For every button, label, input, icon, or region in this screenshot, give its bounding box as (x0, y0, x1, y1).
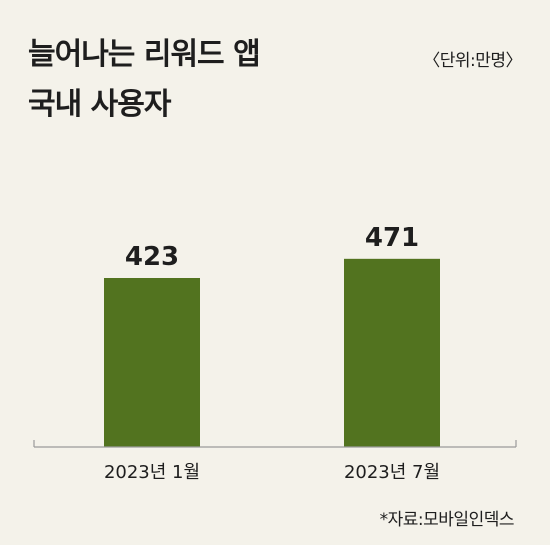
data-label: 471 (365, 223, 419, 253)
chart-title: 늘어나는 리워드 앱 국내 사용자 (28, 30, 261, 130)
chart-title-line2: 국내 사용자 (28, 87, 171, 122)
unit-note: 〈단위:만명〉 (423, 51, 522, 71)
bar (104, 278, 200, 447)
x-tick-label: 2023년 7월 (344, 462, 440, 483)
bar (344, 258, 440, 447)
source-note: *자료:모바일인덱스 (379, 510, 515, 530)
data-label: 423 (125, 242, 179, 272)
x-tick-label: 2023년 1월 (104, 462, 200, 483)
chart-title-line1: 늘어나는 리워드 앱 (28, 37, 261, 72)
